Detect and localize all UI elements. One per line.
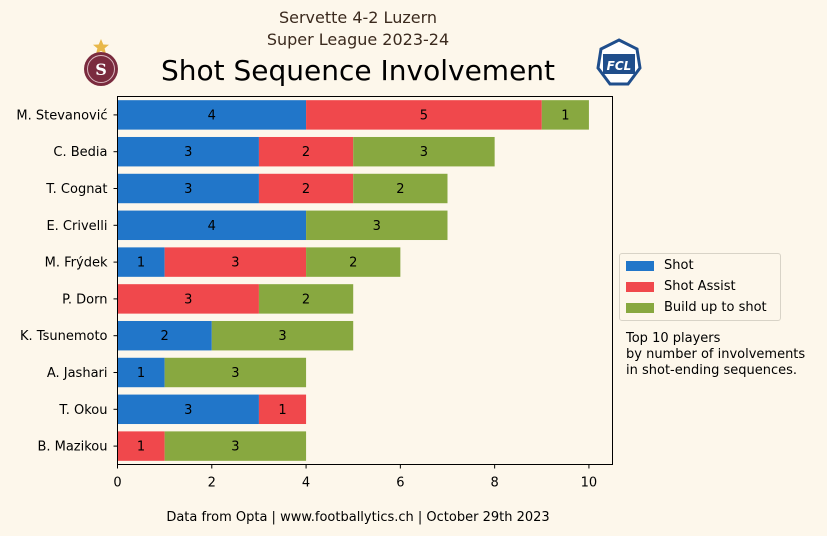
bar-shot-assist-b-mazikou — [117, 431, 165, 461]
y-tick-label: A. Jashari — [47, 366, 108, 381]
y-tick-label: T. Okou — [58, 403, 107, 418]
data-label-shot-assist-m-frydek: 3 — [231, 256, 239, 271]
bar-build-up-to-shot-a-jashari — [164, 357, 307, 388]
y-tick-label: C. Bedia — [53, 145, 107, 160]
data-label-build-up-to-shot-e-crivelli: 3 — [373, 219, 381, 234]
data-source-footer: Data from Opta | www.footballytics.ch | … — [166, 510, 550, 525]
data-label-build-up-to-shot-b-mazikou: 3 — [231, 440, 239, 455]
bar-shot-assist-m-frydek — [164, 247, 307, 277]
bar-shot-assist-t-okou — [258, 394, 307, 425]
star-icon — [93, 39, 109, 54]
data-label-build-up-to-shot-t-cognat: 2 — [396, 182, 404, 197]
bar-shot-c-bedia — [117, 136, 259, 167]
bar-build-up-to-shot-p-dorn — [258, 284, 354, 314]
data-label-shot-m-frydek: 1 — [137, 256, 145, 271]
bar-shot-m-frydek — [117, 247, 165, 277]
bar-build-up-to-shot-c-bedia — [353, 136, 495, 167]
bar-build-up-to-shot-m-stevanovic — [541, 100, 589, 130]
bar-shot-assist-p-dorn — [117, 284, 259, 314]
chart-title: Shot Sequence Involvement — [160, 54, 556, 87]
bar-shot-assist-t-cognat — [258, 173, 354, 204]
luzern-logo: FCL — [596, 38, 642, 86]
chart-note: Top 10 players by number of involvements… — [626, 331, 806, 378]
bar-shot-assist-c-bedia — [258, 136, 354, 167]
legend-swatch-build-up — [626, 303, 654, 313]
data-label-build-up-to-shot-a-jashari: 3 — [231, 366, 239, 381]
match-title: Servette 4-2 Luzern — [278, 8, 438, 27]
legend-swatch-shot — [626, 261, 654, 271]
data-label-shot-t-okou: 3 — [184, 403, 192, 418]
y-tick-label: E. Crivelli — [46, 219, 107, 234]
data-label-shot-m-stevanovic: 4 — [208, 108, 216, 123]
y-tick-label: M. Stevanović — [16, 108, 107, 123]
legend-swatch-shot-assist — [626, 282, 654, 292]
bar-shot-m-stevanovic — [117, 100, 307, 130]
bar-build-up-to-shot-e-crivelli — [306, 210, 448, 241]
data-label-shot-assist-b-mazikou: 1 — [137, 440, 145, 455]
x-tick-label: 8 — [491, 476, 499, 491]
svg-text:FCL: FCL — [607, 59, 632, 73]
legend-label-shot-assist: Shot Assist — [664, 279, 736, 294]
y-tick-label: K. Tsunemoto — [20, 329, 108, 344]
data-label-shot-assist-m-stevanovic: 5 — [420, 108, 428, 123]
data-label-build-up-to-shot-c-bedia: 3 — [420, 145, 428, 160]
data-label-build-up-to-shot-m-frydek: 2 — [349, 256, 357, 271]
data-label-build-up-to-shot-m-stevanovic: 1 — [561, 108, 569, 123]
x-tick-label: 0 — [113, 476, 121, 491]
data-label-build-up-to-shot-k-tsunemoto: 3 — [278, 329, 286, 344]
season-title: Super League 2023-24 — [266, 30, 450, 49]
bar-build-up-to-shot-t-cognat — [353, 173, 448, 204]
bar-shot-e-crivelli — [117, 210, 307, 241]
legend: Shot Shot Assist Build up to shot — [619, 253, 781, 321]
bar-shot-k-tsunemoto — [117, 320, 212, 351]
y-tick-label: P. Dorn — [62, 292, 107, 307]
y-tick-label: M. Frýdek — [45, 256, 108, 271]
servette-logo: S — [84, 39, 118, 86]
data-label-build-up-to-shot-p-dorn: 2 — [302, 292, 310, 307]
data-label-shot-assist-t-cognat: 2 — [302, 182, 310, 197]
x-tick-label: 10 — [581, 476, 598, 491]
y-tick-label: T. Cognat — [45, 182, 107, 197]
data-label-shot-assist-c-bedia: 2 — [302, 145, 310, 160]
data-label-shot-assist-p-dorn: 3 — [184, 292, 192, 307]
bar-shot-assist-m-stevanovic — [306, 100, 542, 130]
legend-label-shot: Shot — [664, 258, 694, 273]
plot-frame — [117, 96, 613, 465]
legend-label-build-up: Build up to shot — [664, 300, 767, 315]
data-label-shot-assist-t-okou: 1 — [278, 403, 286, 418]
data-label-shot-k-tsunemoto: 2 — [161, 329, 169, 344]
x-tick-label: 2 — [208, 476, 216, 491]
bar-build-up-to-shot-m-frydek — [306, 247, 401, 277]
x-tick-label: 6 — [396, 476, 404, 491]
bar-shot-t-cognat — [117, 173, 259, 204]
bar-shot-a-jashari — [117, 357, 165, 388]
data-label-shot-a-jashari: 1 — [137, 366, 145, 381]
x-tick-label: 4 — [302, 476, 310, 491]
bar-build-up-to-shot-b-mazikou — [164, 431, 307, 461]
data-label-shot-e-crivelli: 4 — [208, 219, 216, 234]
data-label-shot-c-bedia: 3 — [184, 145, 192, 160]
svg-text:S: S — [95, 60, 107, 79]
data-label-shot-t-cognat: 3 — [184, 182, 192, 197]
y-tick-label: B. Mazikou — [37, 440, 107, 455]
bar-shot-t-okou — [117, 394, 259, 425]
bar-build-up-to-shot-k-tsunemoto — [211, 320, 354, 351]
